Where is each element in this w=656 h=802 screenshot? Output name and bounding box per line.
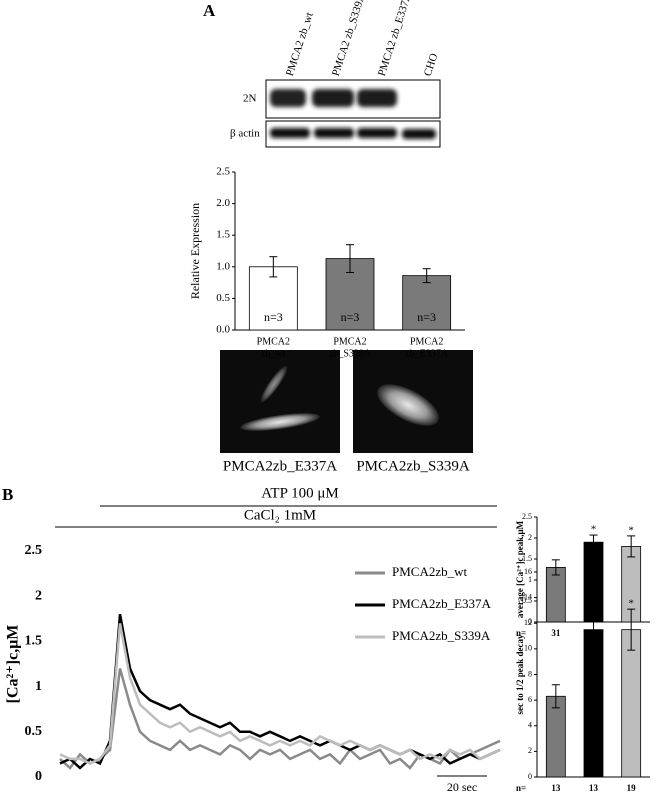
y-tick-label: 0 — [35, 769, 42, 784]
y-tick-label: 8 — [528, 669, 532, 678]
panel-label: A — [203, 1, 216, 20]
y-tick-label: 2.5 — [25, 543, 43, 558]
y-tick-label: 1.0 — [216, 260, 230, 272]
blot-band — [402, 129, 436, 139]
y-tick-label: 10 — [524, 644, 532, 653]
n-count: 19 — [627, 783, 637, 793]
y-tick-label: 0.5 — [216, 292, 230, 304]
y-tick-label: 0.5 — [522, 596, 532, 605]
micrograph — [220, 350, 340, 453]
western-blot: PMCA2 zb_wt PMCA2 zb_S339A PMCA2 zb_E337… — [230, 0, 441, 148]
n-label: n= — [516, 783, 526, 793]
bar-annotation: n=3 — [264, 310, 283, 324]
y-tick-label: 0 — [528, 772, 532, 781]
y-tick-label: 2.5 — [522, 512, 532, 521]
y-tick-label: 1 — [35, 679, 42, 694]
legend-label: PMCA2zb_S339A — [392, 628, 491, 643]
image-caption: PMCA2zb_S339A — [356, 458, 470, 474]
bar — [402, 275, 452, 331]
panel-label: B — [2, 485, 13, 504]
blot-band — [270, 128, 310, 138]
y-tick-label: 12 — [524, 618, 532, 627]
y-tick-label: 1.5 — [216, 229, 230, 241]
x-tick-label: PMCA2 — [257, 336, 290, 347]
lane-label: PMCA2 zb_wt — [284, 11, 316, 78]
y-tick-label: 1 — [528, 575, 532, 584]
blot-band — [314, 128, 354, 138]
significance: * — [628, 598, 634, 610]
blot-band — [357, 89, 397, 107]
bar — [621, 629, 642, 778]
bar-annotation: n=3 — [417, 310, 436, 324]
blot-row-label: 2N — [243, 93, 257, 105]
y-axis-label: Relative Expression — [188, 203, 202, 299]
cell — [240, 413, 320, 431]
n-label: n= — [516, 628, 526, 638]
x-tick-label: zb_wt — [261, 348, 286, 359]
legend-label: PMCA2zb_wt — [392, 564, 468, 579]
significance: * — [591, 590, 597, 602]
bar — [545, 695, 566, 778]
x-tick-label: zb_S339A — [329, 348, 372, 359]
n-count: 31 — [551, 628, 561, 638]
x-tick-label: PMCA2 — [410, 336, 443, 347]
y-tick-label: 2.5 — [216, 166, 230, 178]
y-axis-label: [Ca²⁺]c,μM — [5, 625, 22, 704]
legend-label: PMCA2zb_E337A — [392, 596, 492, 611]
blot-band — [270, 89, 306, 107]
y-tick-label: 14 — [524, 592, 532, 601]
series-line — [59, 668, 501, 770]
y-tick-label: 2.0 — [216, 197, 230, 209]
lane-label: CHO — [422, 52, 441, 78]
cell — [377, 384, 439, 426]
image-caption: PMCA2zb_E337A — [223, 458, 337, 474]
y-tick-label: 1.5 — [25, 634, 43, 649]
lane-label: PMCA2 zb_S339A — [330, 0, 368, 78]
series-line — [59, 614, 501, 770]
bar — [545, 567, 566, 623]
y-tick-label: 4 — [528, 721, 532, 730]
micrographs: PMCA2zb_E337A PMCA2zb_S339A — [220, 350, 473, 474]
x-tick-label: PMCA2 — [333, 336, 366, 347]
blot-band — [357, 128, 397, 138]
y-tick-label: 2 — [528, 533, 532, 542]
y-tick-label: 1.5 — [522, 554, 532, 563]
blot-row-label: β actin — [230, 128, 260, 140]
y-tick-label: 0.5 — [25, 724, 43, 739]
bar-annotation: n=3 — [341, 310, 360, 324]
scale-bar-label: 20 sec — [447, 780, 477, 794]
significance: * — [591, 524, 597, 536]
treatment-label: CaCl₂ 1mM — [244, 507, 316, 523]
lane-label: PMCA2 zb_E337A — [376, 0, 414, 78]
blot-band — [312, 89, 354, 107]
y-tick-label: 2 — [35, 588, 42, 603]
n-count: 13 — [551, 783, 561, 793]
y-axis-label: sec to 1/2 peak decay — [515, 634, 525, 714]
bar — [248, 266, 298, 331]
x-tick-label: zb_E337A — [405, 348, 449, 359]
n-count: 13 — [589, 783, 599, 793]
series-line — [59, 623, 501, 765]
y-tick-label: 0.0 — [216, 324, 230, 336]
y-tick-label: 16 — [524, 567, 532, 576]
significance: * — [628, 524, 634, 536]
y-axis-label: average [Ca²⁺]c peak,μM — [515, 520, 525, 618]
y-tick-label: 0 — [528, 617, 532, 626]
y-tick-label: 2 — [528, 746, 532, 755]
treatment-label: ATP 100 μM — [261, 485, 339, 501]
y-tick-label: 6 — [528, 695, 532, 704]
cell — [260, 365, 288, 403]
